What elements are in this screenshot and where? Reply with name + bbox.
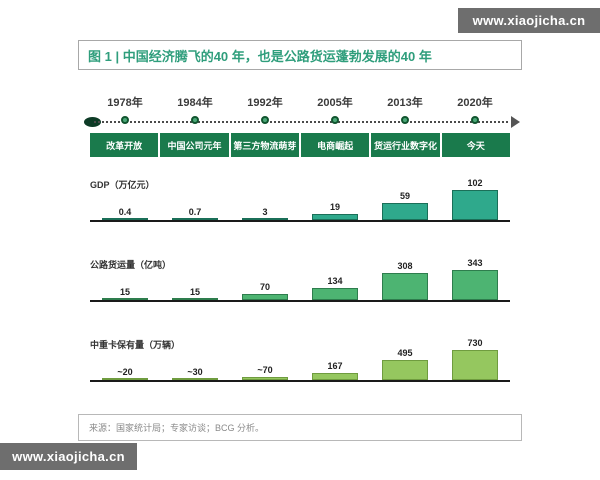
bar-column: 308 — [370, 261, 440, 300]
phase-label: 改革开放 — [90, 133, 159, 157]
figure-title: 图 1 | 中国经济腾飞的40 年，也是公路货运蓬勃发展的40 年 — [78, 40, 522, 70]
bar — [382, 203, 428, 220]
phase-label: 电商崛起 — [300, 133, 370, 157]
bar-value-label: 15 — [189, 287, 201, 297]
bar-value-label: 3 — [262, 207, 268, 217]
timeline: 1978年 1984年 1992年 2005年 2013年 2020年 — [84, 94, 520, 130]
chart-row-gdp: GDP（万亿元） 0.4 0.7 3 19 59 102 — [90, 178, 510, 222]
bar — [452, 350, 498, 380]
bar-value-label: 495 — [397, 348, 413, 358]
chart-row-trucks: 中重卡保有量（万辆） ~20 ~30 ~70 167 495 730 — [90, 338, 510, 382]
bar-column: 70 — [230, 270, 300, 300]
bar-value-label: 167 — [327, 361, 343, 371]
timeline-node-icon — [471, 116, 479, 124]
bar-value-label: 134 — [327, 276, 343, 286]
row-plot: ~20 ~30 ~70 167 495 730 — [90, 338, 510, 382]
timeline-year: 1984年 — [177, 97, 213, 109]
timeline-year: 2013年 — [387, 97, 423, 109]
phase-label: 货运行业数字化 — [371, 133, 440, 157]
timeline-arrow-icon — [511, 116, 520, 128]
bar-value-label: 102 — [467, 178, 483, 188]
timeline-node-icon — [121, 116, 129, 124]
phase-label: 第三方物流萌芽 — [230, 133, 299, 157]
bar — [382, 360, 428, 380]
bar — [242, 294, 288, 300]
bar-value-label: ~30 — [187, 367, 203, 377]
timeline-dotted-line — [94, 121, 508, 123]
bar — [102, 218, 148, 220]
bar-value-label: 70 — [259, 282, 271, 292]
timeline-year: 1978年 — [107, 97, 143, 109]
bar — [382, 273, 428, 300]
timeline-node-icon — [191, 116, 199, 124]
timeline-years: 1978年 1984年 1992年 2005年 2013年 2020年 — [90, 94, 510, 110]
bar-value-label: ~20 — [117, 367, 133, 377]
timeline-start-marker-icon — [84, 117, 101, 127]
bar-value-label: 343 — [467, 258, 483, 268]
bar — [102, 378, 148, 380]
bar-column: 134 — [300, 270, 370, 300]
bar-value-label: 15 — [119, 287, 131, 297]
bar-column: 0.4 — [90, 190, 160, 220]
bar — [452, 190, 498, 220]
bar-column: 730 — [440, 338, 510, 380]
bar-value-label: 19 — [329, 202, 341, 212]
bar-column: ~20 — [90, 350, 160, 380]
bar — [242, 377, 288, 380]
bar-value-label: 0.7 — [188, 207, 202, 217]
timeline-year: 2020年 — [457, 97, 493, 109]
row-plot: 0.4 0.7 3 19 59 102 — [90, 178, 510, 222]
bar-column: ~30 — [160, 350, 230, 380]
timeline-year: 2005年 — [317, 97, 353, 109]
bar-column: 3 — [230, 190, 300, 220]
bar-column: 59 — [370, 190, 440, 220]
bar — [312, 373, 358, 380]
chart-row-freight: 公路货运量（亿吨） 15 15 70 134 308 343 — [90, 258, 510, 302]
bar — [312, 214, 358, 220]
bar-column: 102 — [440, 178, 510, 220]
watermark-bottom: www.xiaojicha.cn — [0, 443, 137, 470]
bar-column: 495 — [370, 348, 440, 380]
row-label: 公路货运量（亿吨） — [90, 260, 172, 270]
bar-value-label: 730 — [467, 338, 483, 348]
phase-label: 中国公司元年 — [160, 133, 229, 157]
bar — [172, 298, 218, 300]
bar — [242, 218, 288, 220]
bar-column: ~70 — [230, 350, 300, 380]
bar-value-label: 59 — [399, 191, 411, 201]
timeline-year: 1992年 — [247, 97, 283, 109]
bar — [312, 288, 358, 300]
bar-column: 343 — [440, 258, 510, 300]
bar-value-label: 0.4 — [118, 207, 132, 217]
row-plot: 15 15 70 134 308 343 — [90, 258, 510, 302]
bar-column: 15 — [160, 270, 230, 300]
bar-column: 0.7 — [160, 190, 230, 220]
watermark-top: www.xiaojicha.cn — [458, 8, 600, 33]
bar — [452, 270, 498, 300]
source-note: 来源：国家统计局；专家访谈；BCG 分析。 — [78, 414, 522, 441]
row-label: GDP（万亿元） — [90, 180, 155, 190]
row-label: 中重卡保有量（万辆） — [90, 340, 181, 350]
bar-column: 167 — [300, 350, 370, 380]
bar — [172, 218, 218, 220]
bar-column: 15 — [90, 270, 160, 300]
phase-label: 今天 — [441, 133, 510, 157]
bar-value-label: ~70 — [257, 365, 273, 375]
timeline-line — [84, 116, 520, 128]
timeline-node-icon — [401, 116, 409, 124]
timeline-node-icon — [331, 116, 339, 124]
phase-band: 改革开放 中国公司元年 第三方物流萌芽 电商崛起 货运行业数字化 今天 — [90, 133, 510, 157]
bar — [172, 378, 218, 380]
bar — [102, 298, 148, 300]
bar-column: 19 — [300, 190, 370, 220]
timeline-node-icon — [261, 116, 269, 124]
bar-value-label: 308 — [397, 261, 413, 271]
